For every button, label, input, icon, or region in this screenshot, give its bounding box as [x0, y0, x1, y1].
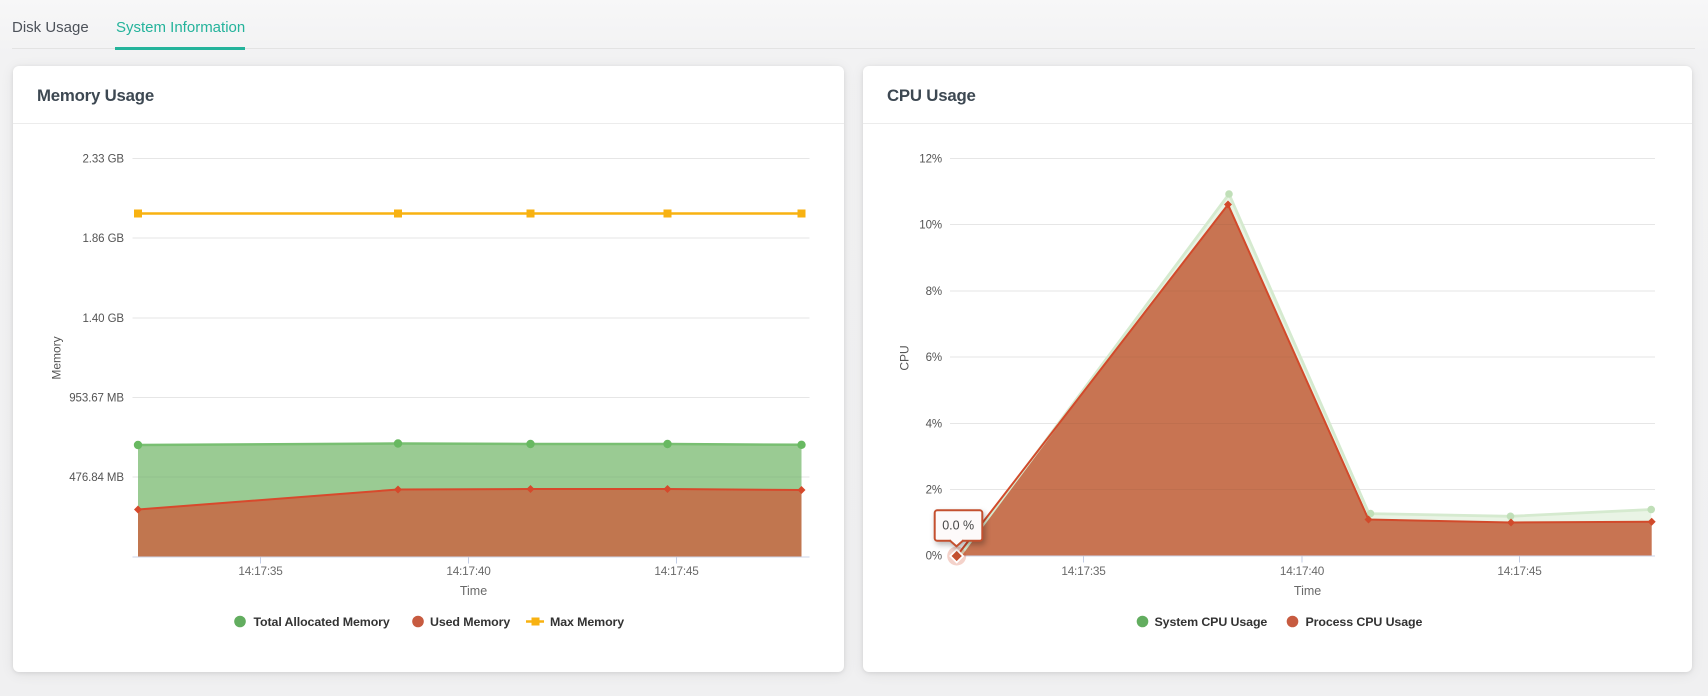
svg-text:Time: Time	[1294, 584, 1321, 598]
svg-text:1.40 GB: 1.40 GB	[83, 313, 125, 325]
svg-text:0%: 0%	[926, 551, 942, 563]
svg-text:1.86 GB: 1.86 GB	[83, 233, 125, 245]
svg-text:953.67 MB: 953.67 MB	[69, 393, 124, 405]
svg-text:Time: Time	[460, 584, 487, 598]
svg-text:Memory: Memory	[50, 336, 64, 379]
svg-text:14:17:45: 14:17:45	[654, 564, 699, 578]
svg-text:CPU: CPU	[898, 345, 912, 370]
svg-text:14:17:40: 14:17:40	[446, 564, 491, 578]
svg-text:2.33 GB: 2.33 GB	[83, 154, 125, 166]
svg-text:0.0 %: 0.0 %	[942, 519, 974, 533]
svg-text:6%: 6%	[926, 352, 942, 364]
svg-text:Total Allocated Memory: Total Allocated Memory	[254, 615, 390, 629]
svg-text:14:17:35: 14:17:35	[238, 564, 283, 578]
svg-text:476.84 MB: 476.84 MB	[69, 472, 124, 484]
svg-text:Used Memory: Used Memory	[430, 615, 510, 629]
svg-text:14:17:35: 14:17:35	[1061, 564, 1106, 578]
svg-text:System CPU Usage: System CPU Usage	[1155, 615, 1268, 629]
svg-text:2%: 2%	[926, 485, 942, 497]
svg-text:4%: 4%	[926, 418, 942, 430]
svg-text:14:17:40: 14:17:40	[1280, 564, 1325, 578]
svg-text:Process CPU Usage: Process CPU Usage	[1306, 615, 1423, 629]
svg-text:8%: 8%	[926, 286, 942, 298]
svg-text:14:17:45: 14:17:45	[1497, 564, 1542, 578]
svg-text:12%: 12%	[919, 154, 942, 166]
svg-text:Max Memory: Max Memory	[550, 615, 624, 629]
svg-text:10%: 10%	[919, 220, 942, 232]
